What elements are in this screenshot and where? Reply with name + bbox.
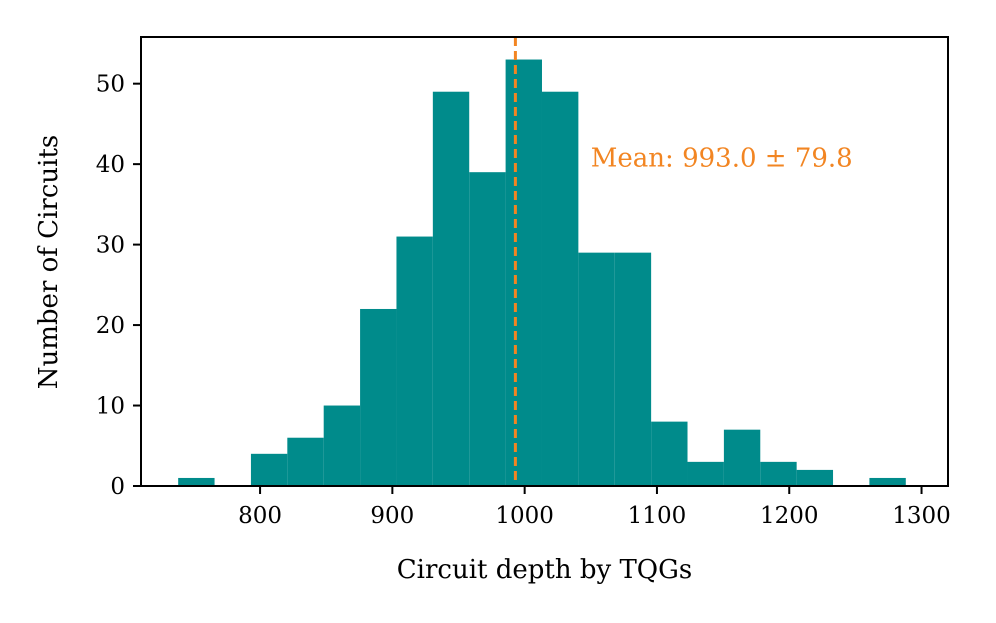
bars-layer (178, 59, 906, 487)
histogram-bar-19 (869, 477, 906, 486)
x-tick-label-1300: 1300 (892, 503, 951, 529)
histogram-bar-14 (687, 461, 724, 486)
y-tick-label-0: 0 (110, 474, 125, 500)
histogram-bar-7 (432, 91, 470, 486)
histogram-bar-16 (760, 461, 797, 486)
histogram-bar-9 (505, 59, 542, 487)
x-tick-label-1100: 1100 (628, 503, 687, 529)
histogram-bar-13 (651, 421, 688, 486)
x-tick-label-1200: 1200 (760, 503, 819, 529)
x-axis-label: Circuit depth by TQGs (397, 555, 692, 585)
y-tick-label-10: 10 (96, 394, 125, 420)
histogram-bar-2 (250, 453, 288, 486)
histogram-bar-17 (796, 469, 834, 486)
histogram-bar-11 (578, 252, 615, 486)
histogram-bar-4 (323, 405, 361, 486)
histogram-bar-3 (287, 437, 324, 486)
y-tick-label-40: 40 (96, 152, 125, 178)
histogram-bar-0 (178, 477, 215, 486)
y-tick-label-20: 20 (96, 313, 125, 339)
histogram-bar-5 (360, 308, 397, 486)
plot-frame (140, 36, 949, 487)
y-tick-label-30: 30 (96, 233, 125, 259)
x-tick-label-900: 900 (370, 503, 414, 529)
mean-annotation: Mean: 993.0 ± 79.8 (591, 144, 853, 174)
histogram-bar-10 (541, 91, 579, 486)
y-axis-label: Number of Circuits (34, 135, 64, 389)
y-axis: 0 10 20 30 40 50 (96, 72, 141, 500)
y-tick-label-50: 50 (96, 72, 125, 98)
histogram-bar-12 (614, 252, 652, 486)
x-tick-label-1000: 1000 (495, 503, 554, 529)
x-axis: 800 900 1000 1100 1200 1300 (238, 486, 951, 529)
histogram-bar-8 (469, 172, 506, 486)
x-tick-label-800: 800 (238, 503, 282, 529)
histogram-bar-6 (396, 236, 433, 486)
histogram-bar-15 (723, 429, 761, 486)
